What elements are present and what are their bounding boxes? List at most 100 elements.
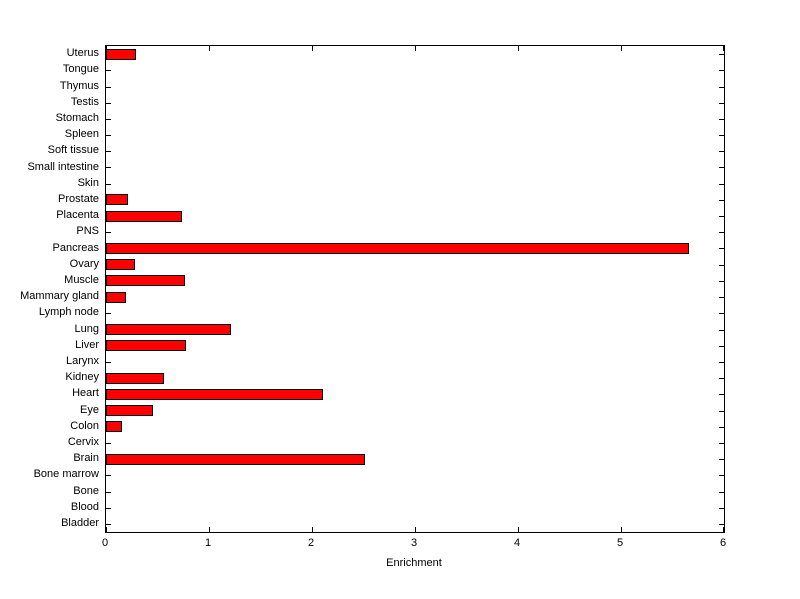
y-tick-mark [719,103,724,104]
y-tick-label-pns: PNS [76,225,99,238]
y-tick-mark [719,330,724,331]
x-tick-mark [518,46,519,51]
y-tick-mark [719,54,724,55]
y-tick-mark [719,443,724,444]
y-tick-mark [719,167,724,168]
y-tick-mark [719,248,724,249]
y-tick-label-ovary: Ovary [69,257,99,270]
y-tick-label-skin: Skin [77,176,99,189]
y-tick-mark [106,184,111,185]
y-tick-mark [719,135,724,136]
x-tick-mark [621,527,622,532]
x-tick-mark [415,527,416,532]
y-tick-mark [719,281,724,282]
x-tick-label-2: 2 [307,537,315,549]
x-tick-mark [621,46,622,51]
y-tick-label-cervix: Cervix [67,435,99,448]
y-tick-mark [719,313,724,314]
y-tick-mark [719,70,724,71]
y-tick-mark [106,313,111,314]
bar-prostate [106,194,128,206]
y-tick-label-tongue: Tongue [62,63,99,76]
y-tick-mark [106,151,111,152]
bar-heart [106,388,324,400]
y-tick-label-larynx: Larynx [65,354,99,367]
x-tick-label-1: 1 [204,537,212,549]
bar-ovary [106,259,135,271]
bar-mammary-gland [106,291,126,303]
y-tick-label-heart: Heart [72,387,99,400]
y-tick-mark [719,232,724,233]
y-tick-label-prostate: Prostate [58,192,99,205]
y-tick-mark [106,103,111,104]
y-tick-label-lung: Lung [74,322,99,335]
y-tick-label-bone: Bone [73,484,99,497]
y-tick-label-pancreas: Pancreas [52,241,99,254]
bar-brain [106,453,365,465]
y-tick-mark [719,362,724,363]
y-tick-label-blood: Blood [70,500,99,513]
y-tick-mark [719,200,724,201]
x-tick-mark [106,527,107,532]
y-tick-mark [106,492,111,493]
x-tick-mark [518,527,519,532]
y-tick-mark [719,346,724,347]
y-tick-mark [719,216,724,217]
y-tick-mark [719,394,724,395]
x-tick-mark [723,527,724,532]
y-tick-label-kidney: Kidney [65,371,99,384]
y-tick-mark [106,167,111,168]
x-tick-mark [209,46,210,51]
y-tick-mark [719,297,724,298]
y-tick-label-muscle: Muscle [64,273,99,286]
x-tick-label-3: 3 [410,537,418,549]
y-tick-mark [719,184,724,185]
y-tick-mark [106,508,111,509]
y-tick-mark [106,232,111,233]
y-tick-mark [106,135,111,136]
bar-placenta [106,210,183,222]
y-tick-mark [106,119,111,120]
y-tick-label-mammary-gland: Mammary gland [20,290,99,303]
y-tick-mark [719,524,724,525]
x-tick-mark [415,46,416,51]
y-tick-label-soft-tissue: Soft tissue [47,144,99,157]
bar-lung [106,324,231,335]
y-tick-mark [719,151,724,152]
y-tick-label-eye: Eye [80,403,99,416]
x-tick-mark [106,46,107,51]
y-tick-mark [719,265,724,266]
x-axis-title: Enrichment [386,557,442,569]
y-tick-mark [719,508,724,509]
y-tick-mark [719,492,724,493]
y-tick-mark [719,87,724,88]
y-tick-mark [106,70,111,71]
x-tick-label-5: 5 [616,537,624,549]
x-tick-label-4: 4 [513,537,521,549]
y-tick-label-thymus: Thymus [59,79,99,92]
bar-muscle [106,275,186,287]
y-tick-label-stomach: Stomach [55,111,99,124]
y-tick-mark [106,475,111,476]
bar-pancreas [106,243,689,254]
plot-area [105,45,725,533]
y-tick-mark [106,87,111,88]
y-tick-mark [106,524,111,525]
y-tick-label-bone-marrow: Bone marrow [33,468,99,481]
x-tick-label-0: 0 [101,537,109,549]
y-tick-label-liver: Liver [75,338,99,351]
x-tick-mark [209,527,210,532]
y-tick-mark [719,411,724,412]
y-tick-label-placenta: Placenta [56,209,99,222]
bar-colon [106,421,123,433]
y-tick-label-brain: Brain [73,452,99,465]
x-tick-mark [312,527,313,532]
y-tick-mark [106,362,111,363]
y-tick-label-colon: Colon [70,419,99,432]
bar-kidney [106,372,164,384]
x-tick-mark [723,46,724,51]
y-tick-label-bladder: Bladder [61,516,99,529]
y-tick-mark [106,443,111,444]
y-tick-mark [719,475,724,476]
